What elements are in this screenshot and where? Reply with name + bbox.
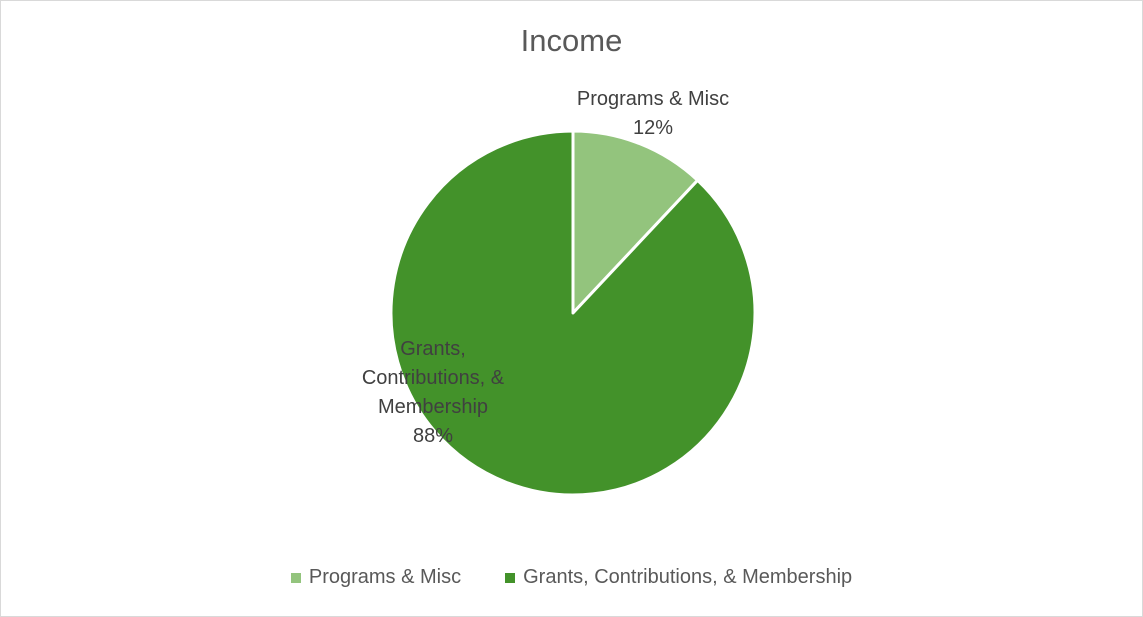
data-label-programs-misc: Programs & Misc 12% xyxy=(577,88,729,139)
legend: Programs & Misc Grants, Contributions, &… xyxy=(1,566,1142,589)
pie-slice-grants-contributions-membership xyxy=(389,129,757,497)
data-label-grants-contributions-membership: Grants, Contributions, & Membership 88% xyxy=(362,338,505,447)
legend-item-grants-contributions-membership: Grants, Contributions, & Membership xyxy=(505,566,852,589)
legend-item-programs-misc: Programs & Misc xyxy=(290,566,462,589)
legend-swatch-programs-misc xyxy=(290,572,301,583)
legend-label-grants-contributions-membership: Grants, Contributions, & Membership xyxy=(523,566,853,588)
pie-slice-programs-misc xyxy=(571,129,700,315)
chart-title: Income xyxy=(520,23,623,58)
legend-label-programs-misc: Programs & Misc xyxy=(308,566,462,588)
legend-swatch-grants-contributions-membership xyxy=(505,572,516,583)
